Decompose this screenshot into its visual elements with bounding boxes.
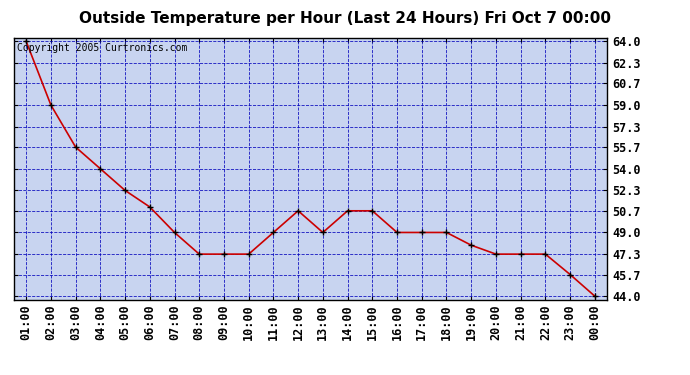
Text: Copyright 2005 Curtronics.com: Copyright 2005 Curtronics.com [17,43,187,53]
Text: Outside Temperature per Hour (Last 24 Hours) Fri Oct 7 00:00: Outside Temperature per Hour (Last 24 Ho… [79,11,611,26]
